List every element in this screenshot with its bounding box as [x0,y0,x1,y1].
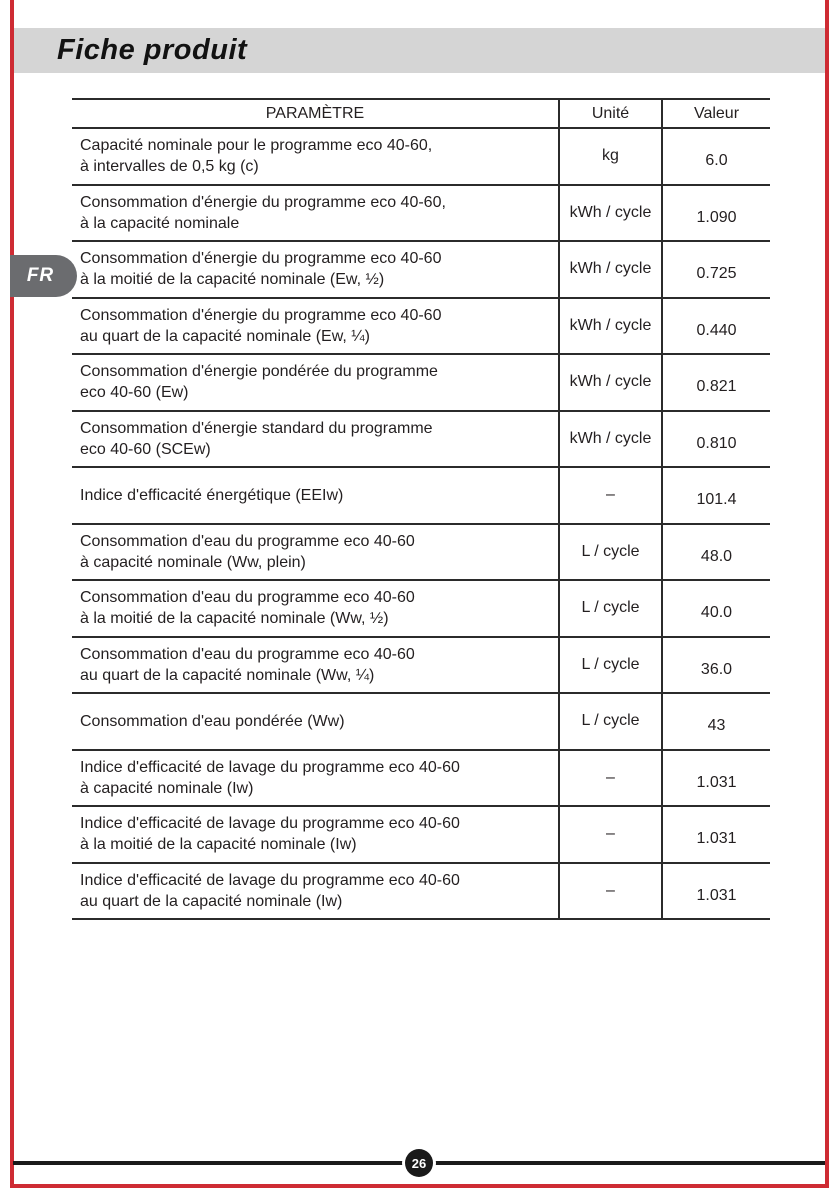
table-header-row: PARAMÈTRE Unité Valeur [72,98,770,129]
parameter-text-line1: Indice d'efficacité de lavage du program… [80,871,460,889]
value-cell: 1.031 [696,830,737,848]
value-cell: 1.031 [696,886,737,904]
table-row: Capacité nominale pour le programme eco … [72,129,770,186]
page-border-right [825,0,829,1188]
value-cell: 36.0 [700,660,733,678]
parameter-text-line1: Consommation d'énergie pondérée du progr… [80,363,438,381]
unit-cell: – [558,468,663,523]
parameter-text-line2: à capacité nominale (Iw) [80,779,254,797]
table-row: Consommation d'énergie du programme eco … [72,298,770,355]
value-cell: 6.0 [705,152,728,170]
title-band: Fiche produit [14,28,825,73]
parameter-cell: Consommation d'énergie du programme eco … [72,299,558,354]
unit-cell: – [558,807,663,862]
page-border-bottom [10,1184,829,1188]
parameter-text-line1: Consommation d'eau pondérée (Ww) [80,712,345,730]
parameter-cell: Indice d'efficacité énergétique (EEIw) [72,468,558,523]
unit-cell: kg [558,129,663,184]
unit-cell: kWh / cycle [558,355,663,410]
parameter-cell: Capacité nominale pour le programme eco … [72,129,558,184]
table-row: Consommation d'eau du programme eco 40-6… [72,524,770,581]
parameter-text-line2: à intervalles de 0,5 kg (c) [80,158,259,176]
unit-cell: – [558,863,663,918]
table-row: Indice d'efficacité de lavage du program… [72,750,770,807]
parameter-text-line2: au quart de la capacité nominale (Ww, ¼) [80,666,375,684]
unit-cell: kWh / cycle [558,242,663,297]
table-row: Consommation d'énergie standard du progr… [72,411,770,468]
language-tab-label: FR [26,265,55,286]
parameter-cell: Consommation d'énergie du programme eco … [72,186,558,241]
parameter-text-line2: à la moitié de la capacité nominale (Iw) [80,836,357,854]
value-cell: 0.810 [696,434,737,452]
unit-cell: L / cycle [558,694,663,749]
parameter-text-line1: Consommation d'énergie du programme eco … [80,193,446,211]
table-row: Consommation d'énergie du programme eco … [72,185,770,242]
parameter-text-line1: Indice d'efficacité énergétique (EEIw) [80,486,344,504]
unit-cell: L / cycle [558,581,663,636]
unit-cell: kWh / cycle [558,411,663,466]
parameter-cell: Indice d'efficacité de lavage du program… [72,864,558,919]
table-row: Consommation d'eau du programme eco 40-6… [72,581,770,638]
parameter-text-line2: eco 40-60 (SCEw) [80,440,211,458]
parameter-cell: Consommation d'eau du programme eco 40-6… [72,525,558,580]
column-header-unit: Unité [558,100,663,127]
parameter-cell: Consommation d'énergie standard du progr… [72,412,558,467]
parameter-text-line2: à capacité nominale (Ww, plein) [80,553,306,571]
parameter-text-line1: Consommation d'énergie standard du progr… [80,419,433,437]
value-cell: 0.725 [696,265,737,283]
table-row: Consommation d'eau pondérée (Ww) L / cyc… [72,694,770,751]
table-row: Indice d'efficacité de lavage du program… [72,863,770,920]
unit-cell: – [558,750,663,805]
value-cell: 43 [707,717,726,735]
parameter-text-line1: Indice d'efficacité de lavage du program… [80,815,460,833]
value-cell: 48.0 [700,547,733,565]
parameter-text-line1: Consommation d'énergie du programme eco … [80,250,442,268]
table-row: Consommation d'énergie pondérée du progr… [72,355,770,412]
value-cell: 1.031 [696,773,737,791]
parameter-text-line1: Indice d'efficacité de lavage du program… [80,758,460,776]
parameter-cell: Indice d'efficacité de lavage du program… [72,751,558,806]
page-number-badge: 26 [405,1149,433,1177]
parameter-cell: Consommation d'énergie du programme eco … [72,242,558,297]
parameter-text-line2: à la capacité nominale [80,214,240,232]
parameter-text-line2: à la moitié de la capacité nominale (Ew,… [80,271,385,289]
language-tab-fr: FR [10,255,77,297]
column-header-parameter: PARAMÈTRE [265,104,365,122]
unit-cell: kWh / cycle [558,185,663,240]
parameter-cell: Consommation d'énergie pondérée du progr… [72,355,558,410]
parameter-text-line1: Capacité nominale pour le programme eco … [80,137,433,155]
table-row: Consommation d'eau du programme eco 40-6… [72,637,770,694]
parameter-text-line1: Consommation d'eau du programme eco 40-6… [80,645,415,663]
parameter-text-line1: Consommation d'énergie du programme eco … [80,306,442,324]
parameter-cell: Consommation d'eau pondérée (Ww) [72,694,558,749]
parameter-text-line2: au quart de la capacité nominale (Iw) [80,892,343,910]
parameter-cell: Consommation d'eau du programme eco 40-6… [72,581,558,636]
parameter-text-line2: à la moitié de la capacité nominale (Ww,… [80,610,389,628]
value-cell: 0.440 [696,321,737,339]
column-header-value: Valeur [693,104,740,122]
unit-cell: kWh / cycle [558,298,663,353]
product-fiche-table: PARAMÈTRE Unité Valeur Capacité nominale… [72,98,770,920]
table-row: Consommation d'énergie du programme eco … [72,242,770,299]
parameter-cell: Indice d'efficacité de lavage du program… [72,807,558,862]
parameter-text-line1: Consommation d'eau du programme eco 40-6… [80,532,415,550]
value-cell: 40.0 [700,604,733,622]
unit-cell: L / cycle [558,524,663,579]
table-body: Capacité nominale pour le programme eco … [72,129,770,920]
value-cell: 101.4 [696,491,737,509]
table-row: Indice d'efficacité de lavage du program… [72,807,770,864]
parameter-text-line2: eco 40-60 (Ew) [80,384,189,402]
page-title: Fiche produit [57,34,248,66]
page-border-left [10,0,14,1188]
value-cell: 0.821 [696,378,737,396]
parameter-text-line1: Consommation d'eau du programme eco 40-6… [80,589,415,607]
parameter-cell: Consommation d'eau du programme eco 40-6… [72,638,558,693]
parameter-text-line2: au quart de la capacité nominale (Ew, ¼) [80,327,370,345]
table-row: Indice d'efficacité énergétique (EEIw) –… [72,468,770,525]
value-cell: 1.090 [696,208,737,226]
unit-cell: L / cycle [558,637,663,692]
